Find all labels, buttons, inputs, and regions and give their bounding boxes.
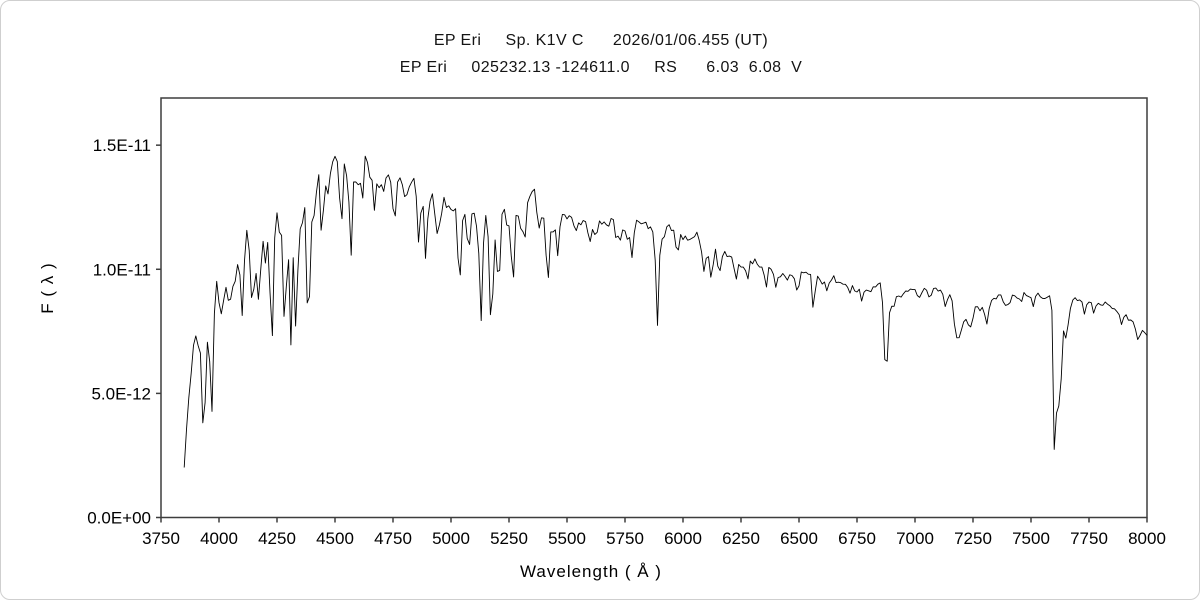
x-tick-label: 5250 [490,529,528,548]
x-axis-label: Wavelength ( Å ) [520,562,662,581]
y-tick-label: 1.5E-11 [93,136,151,155]
x-tick-label: 4000 [200,529,238,548]
x-tick-label: 7750 [1070,529,1108,548]
y-tick-label: 0.0E+00 [87,509,151,528]
chart-header: EP Eri Sp. K1V C 2026/01/06.455 (UT) EP … [1,1,1200,77]
x-tick-label: 6000 [664,529,702,548]
x-tick-label: 4750 [374,529,412,548]
y-axis-label: F ( λ ) [38,262,57,313]
chart-title-line2: EP Eri 025232.13 -124611.0 RS 6.03 6.08 … [399,59,803,76]
x-tick-label: 5750 [606,529,644,548]
x-tick-label: 5500 [548,529,586,548]
y-tick-label: 5.0E-12 [91,384,151,403]
plot-frame [160,97,1148,519]
x-tick-label: 6250 [722,529,760,548]
x-tick-label: 7000 [896,529,934,548]
x-tick-label: 7500 [1012,529,1050,548]
x-tick-label: 7250 [954,529,992,548]
chart-title-line1: EP Eri Sp. K1V C 2026/01/06.455 (UT) [433,32,769,49]
spectrum-line [183,155,1148,468]
x-tick-label: 3750 [142,529,180,548]
x-tick-label: 6500 [780,529,818,548]
x-tick-label: 5000 [432,529,470,548]
x-tick-label: 8000 [1128,529,1166,548]
spectrum-curve-group [183,155,1148,468]
y-tick-label: 1.0E-11 [93,260,151,279]
x-tick-label: 6750 [838,529,876,548]
axes-group: 3750 4000 4250 4500 4750 5000 5250 5500 5750 6000… [87,97,1166,548]
x-tick-label: 4250 [258,529,296,548]
x-tick-label: 4500 [316,529,354,548]
